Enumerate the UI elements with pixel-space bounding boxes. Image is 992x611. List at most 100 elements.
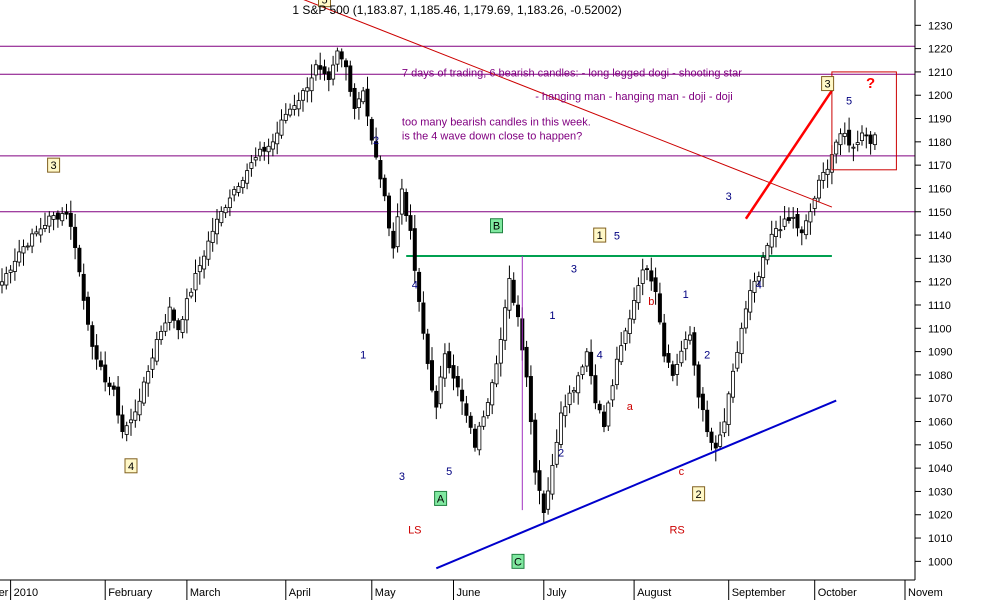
candle-body: [176, 320, 181, 331]
candle-body: [748, 290, 753, 313]
candle-body: [640, 269, 645, 284]
candle-body: [137, 400, 142, 416]
candle-body: [223, 207, 228, 214]
candle-body: [584, 351, 589, 367]
y-tick-label: 1150: [928, 207, 952, 219]
annotation-label: 4: [756, 280, 762, 292]
candle-body: [64, 211, 69, 215]
candle-body: [98, 360, 103, 367]
candle-body: [645, 268, 650, 271]
candle-body: [86, 296, 91, 325]
candle-body: [451, 365, 456, 379]
annotation-label: 3: [399, 471, 405, 483]
candle-body: [25, 245, 30, 248]
wave-label-text: B: [493, 221, 500, 233]
candle-body: [537, 470, 542, 491]
y-tick-label: 1220: [928, 44, 952, 56]
x-tick-label: May: [375, 587, 396, 599]
candle-body: [417, 271, 422, 302]
y-tick-label: 1230: [928, 20, 952, 32]
wave-label-text: 3: [51, 160, 57, 172]
candle-body: [739, 327, 744, 355]
candle-body: [713, 442, 718, 449]
annotation-label: 1: [683, 289, 689, 301]
candle-body: [709, 431, 714, 443]
candle-body: [318, 65, 323, 70]
candle-body: [791, 216, 796, 219]
candle-body: [43, 225, 48, 229]
candle-body: [503, 307, 508, 341]
candle-body: [404, 191, 409, 216]
candle-body: [434, 390, 439, 408]
candle-body: [477, 425, 482, 451]
annotation-label: ?: [866, 75, 875, 92]
candle-body: [214, 218, 219, 235]
candle-body: [593, 375, 598, 404]
annotation-label: is the 4 wave down close to happen?: [402, 131, 582, 143]
candle-body: [842, 132, 847, 137]
candle-body: [425, 333, 430, 364]
candle-body: [227, 197, 232, 209]
annotation-label: RS: [669, 524, 684, 536]
candle-body: [128, 419, 133, 424]
candle-body: [472, 428, 477, 448]
candle-body: [12, 260, 17, 272]
x-tick-label: Novem: [908, 587, 943, 599]
candle-body: [395, 216, 400, 248]
candle-body: [731, 370, 736, 398]
x-tick-label: February: [108, 587, 153, 599]
wave-label-box: C: [511, 553, 525, 569]
trendline: [435, 399, 837, 570]
candle-body: [154, 339, 159, 362]
annotation-label: a: [627, 401, 634, 413]
annotation-label: 5: [446, 466, 452, 478]
wave-label-frame: [434, 490, 448, 506]
wave-label-text: 3: [825, 79, 831, 91]
y-tick-label: 1080: [928, 370, 952, 382]
candle-body: [812, 197, 817, 209]
candle-body: [666, 353, 671, 363]
candle-body: [21, 246, 26, 254]
candle-body: [378, 160, 383, 180]
candle-body: [752, 280, 757, 293]
candle-body: [765, 245, 770, 261]
candle-body: [197, 265, 202, 273]
candle-body: [167, 306, 172, 323]
candle-body: [232, 189, 237, 196]
candle-body: [343, 60, 348, 68]
candle-body: [236, 186, 241, 193]
candle-body: [774, 228, 779, 237]
candle-body: [335, 50, 340, 65]
candle-body: [795, 214, 800, 229]
wave-label-box: B: [490, 218, 503, 234]
y-tick-label: 1030: [928, 486, 952, 498]
x-tick-label: June: [457, 587, 481, 599]
candle-body: [580, 366, 585, 376]
candle-body: [743, 308, 748, 329]
candle-body: [606, 402, 611, 427]
candle-body: [429, 360, 434, 391]
candle-body: [374, 141, 379, 158]
candle-body: [464, 403, 469, 416]
y-tick-label: 1190: [928, 114, 952, 126]
candle-body: [860, 132, 865, 141]
candle-body: [322, 66, 327, 75]
candle-body: [356, 98, 361, 108]
candle-body: [683, 339, 688, 350]
y-tick-label: 1170: [928, 160, 952, 172]
candle-body: [481, 416, 486, 427]
y-tick-label: 1100: [928, 323, 952, 335]
candle-body: [722, 421, 727, 434]
annotation-label: 2: [373, 135, 379, 147]
candle-body: [778, 229, 783, 232]
candle-body: [275, 132, 280, 145]
x-tick-label: March: [190, 587, 221, 599]
candlestick-series: [0, 47, 877, 523]
candle-body: [804, 220, 809, 236]
candle-body: [262, 146, 267, 152]
candle-body: [77, 247, 82, 273]
x-axis: er 2010 February March April May June July Augus…: [0, 580, 943, 600]
candle-body: [662, 322, 667, 357]
wave-label-box: A: [434, 490, 448, 506]
